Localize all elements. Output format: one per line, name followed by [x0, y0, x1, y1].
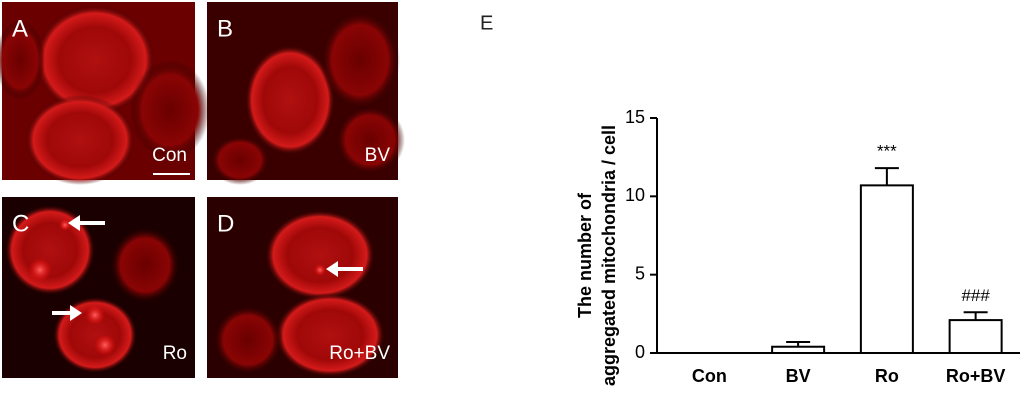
panel-letter: B [217, 15, 233, 42]
panel-labels: A Con B BV C Ro D Ro+BV [12, 15, 390, 364]
y-axis-label: aggregated mitochondria / cell [599, 125, 619, 386]
y-tick-label: 10 [625, 185, 645, 205]
bar [859, 184, 914, 354]
panel-letter: C [12, 210, 29, 237]
panel-caption: Con [152, 145, 187, 166]
y-tick-label: 0 [635, 342, 645, 362]
panel-letter: E [480, 12, 493, 34]
panel-caption: Ro+BV [329, 343, 390, 364]
panel-caption: Ro [163, 343, 187, 364]
bar [948, 319, 1003, 355]
x-tick-label: Ro+BV [946, 366, 1006, 386]
micrograph [0, 2, 210, 185]
micrograph [2, 197, 195, 378]
significance-label: *** [877, 142, 897, 161]
micrograph [207, 197, 398, 378]
x-tick-label: Con [692, 366, 727, 386]
x-tick-label: BV [786, 366, 811, 386]
significance-label: ### [961, 286, 990, 305]
y-tick-label: 15 [625, 107, 645, 127]
panel-letter: A [12, 15, 28, 42]
x-tick-label: Ro [875, 366, 899, 386]
y-axis-label: The number of [575, 192, 595, 318]
y-tick-label: 5 [635, 263, 645, 283]
micrograph [207, 2, 405, 185]
panel-caption: BV [365, 145, 391, 166]
chart: 0 5 10 15 The number of aggregated mitochondr… [575, 107, 1020, 386]
panel-letter: D [217, 210, 234, 237]
bar [771, 345, 826, 355]
